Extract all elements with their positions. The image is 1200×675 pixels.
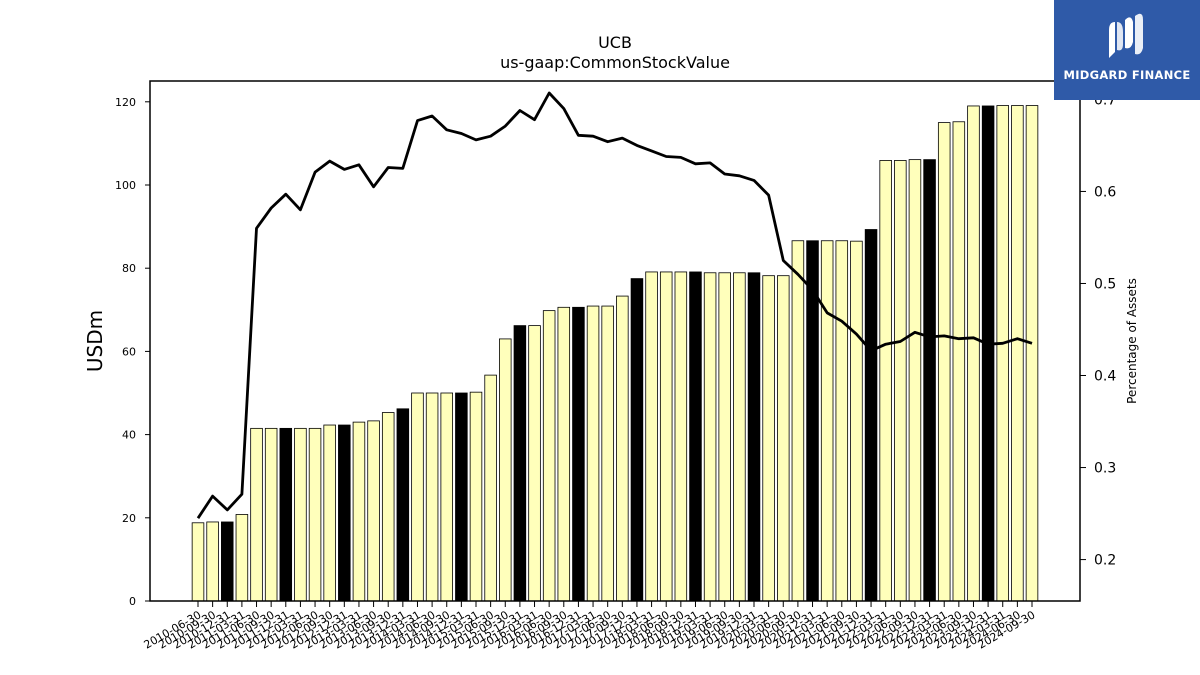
bar: [777, 275, 790, 602]
bar: [235, 514, 249, 602]
y-tick-label: 0: [129, 595, 136, 608]
bar: [425, 392, 439, 602]
y2-tick-label: 0.5: [1094, 276, 1116, 292]
bar: [630, 278, 644, 602]
bar: [455, 392, 468, 602]
bar: [499, 338, 512, 602]
y-tick-label: 80: [122, 262, 136, 275]
bar: [850, 240, 863, 602]
bar: [352, 421, 366, 602]
bar: [879, 160, 892, 602]
logo-text: MIDGARD FINANCE: [1063, 68, 1191, 82]
bar: [747, 272, 761, 602]
y2-tick-label: 0.4: [1094, 369, 1116, 385]
bar: [952, 121, 966, 602]
chart-title: UCB: [598, 33, 632, 52]
bar: [572, 306, 585, 602]
bar: [923, 159, 936, 602]
bar: [528, 325, 541, 602]
brand-logo: MIDGARD FINANCE: [1054, 0, 1200, 100]
bar: [937, 122, 951, 602]
bar: [191, 522, 205, 602]
bar: [513, 325, 527, 602]
bar: [221, 521, 234, 602]
bar: [206, 521, 219, 602]
bar: [411, 392, 424, 602]
bar: [586, 305, 600, 602]
bar: [762, 275, 775, 602]
bar: [279, 427, 293, 602]
bar: [981, 105, 995, 602]
bar: [967, 105, 980, 602]
right-axis: 0.20.30.40.50.60.7: [1080, 92, 1116, 569]
line-series: [196, 91, 1033, 519]
bar: [469, 391, 483, 602]
y-axis-label: USDm: [83, 310, 107, 372]
bar: [733, 272, 746, 602]
bar: [396, 408, 410, 602]
bar: [484, 374, 497, 602]
bar: [835, 240, 849, 602]
y-tick-label: 40: [122, 429, 136, 442]
bar: [689, 271, 702, 602]
bar: [908, 159, 922, 602]
plot-frame: [149, 80, 1081, 602]
y2-tick-label: 0.6: [1094, 184, 1116, 200]
bar: [440, 392, 453, 602]
bar: [542, 310, 556, 602]
bar: [1025, 105, 1039, 602]
bar: [323, 424, 336, 602]
bar: [864, 229, 878, 602]
bar: [645, 271, 658, 602]
bar: [996, 105, 1009, 602]
y2-tick-label: 0.3: [1094, 461, 1116, 477]
bar: [294, 427, 307, 602]
x-axis: 2010-06-302010-09-302010-12-312011-03-31…: [142, 601, 1038, 652]
bar: [250, 427, 263, 602]
bar: [601, 305, 614, 602]
y-tick-label: 100: [115, 179, 136, 192]
bar: [308, 427, 322, 602]
y-tick-label: 20: [122, 512, 136, 525]
bar: [557, 306, 571, 602]
bar: [1011, 105, 1024, 602]
bar: [674, 271, 688, 602]
left-axis: 0 20 40 60 80 100 120: [115, 96, 150, 608]
logo-mark-icon: [1109, 13, 1143, 58]
bar: [791, 240, 805, 602]
y2-axis-label: Percentage of Assets: [1125, 278, 1139, 404]
chart-subtitle: us-gaap:CommonStockValue: [500, 53, 730, 72]
bar: [264, 427, 278, 602]
bar: [820, 240, 834, 602]
bar: [718, 272, 731, 602]
bar: [659, 271, 673, 602]
y-tick-label: 120: [115, 96, 136, 109]
y2-tick-label: 0.2: [1094, 553, 1116, 569]
bar: [894, 160, 907, 602]
bar: [367, 420, 380, 602]
bar: [703, 272, 717, 602]
bar: [616, 295, 629, 602]
bar: [381, 412, 395, 602]
bar: [338, 424, 351, 602]
bar-series: [191, 105, 1039, 602]
percentage-line: [196, 91, 1033, 519]
y-tick-label: 60: [122, 345, 136, 358]
